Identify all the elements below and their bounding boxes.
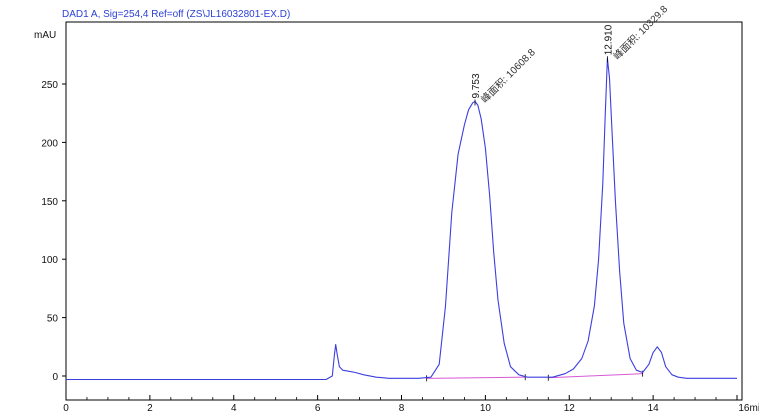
integration-baseline <box>548 373 643 379</box>
x-tick-label: 6 <box>315 403 321 412</box>
y-tick-label: 200 <box>41 138 58 149</box>
y-tick-label: 100 <box>41 255 58 266</box>
y-axis: 0 50 100 150 200 250 <box>41 80 66 383</box>
y-tick-label: 250 <box>41 80 58 91</box>
x-tick-label: 4 <box>231 403 237 412</box>
x-tick-label: 10 <box>480 403 492 412</box>
y-tick-label: 150 <box>41 197 58 208</box>
y-tick-label: 0 <box>52 372 58 383</box>
x-tick-label: 8 <box>399 403 405 412</box>
x-tick-label: 2 <box>147 403 153 412</box>
signal-trace <box>66 57 737 381</box>
peak-retention-label: 12.910 <box>603 24 614 55</box>
series <box>66 57 737 381</box>
peak-retention-label: 9.753 <box>471 73 482 98</box>
y-tick-label: 50 <box>47 314 59 325</box>
x-axis: 0 2 4 6 8 10 12 14 16min <box>63 395 759 412</box>
baselines <box>426 370 644 382</box>
chart-title: DAD1 A, Sig=254,4 Ref=off (ZS\JL16032801… <box>62 9 290 20</box>
x-tick-label: 12 <box>564 403 576 412</box>
x-tick-label: 0 <box>63 403 69 412</box>
y-axis-label: mAU <box>34 30 56 41</box>
x-tick-label: 16min <box>738 403 759 412</box>
x-tick-label: 14 <box>648 403 660 412</box>
peak-area-label: 峰面积: 10608.8 <box>479 46 538 105</box>
peak-area-label: 峰面积: 10329.8 <box>611 3 670 62</box>
integration-baseline <box>426 376 526 379</box>
plot-frame <box>65 21 743 401</box>
